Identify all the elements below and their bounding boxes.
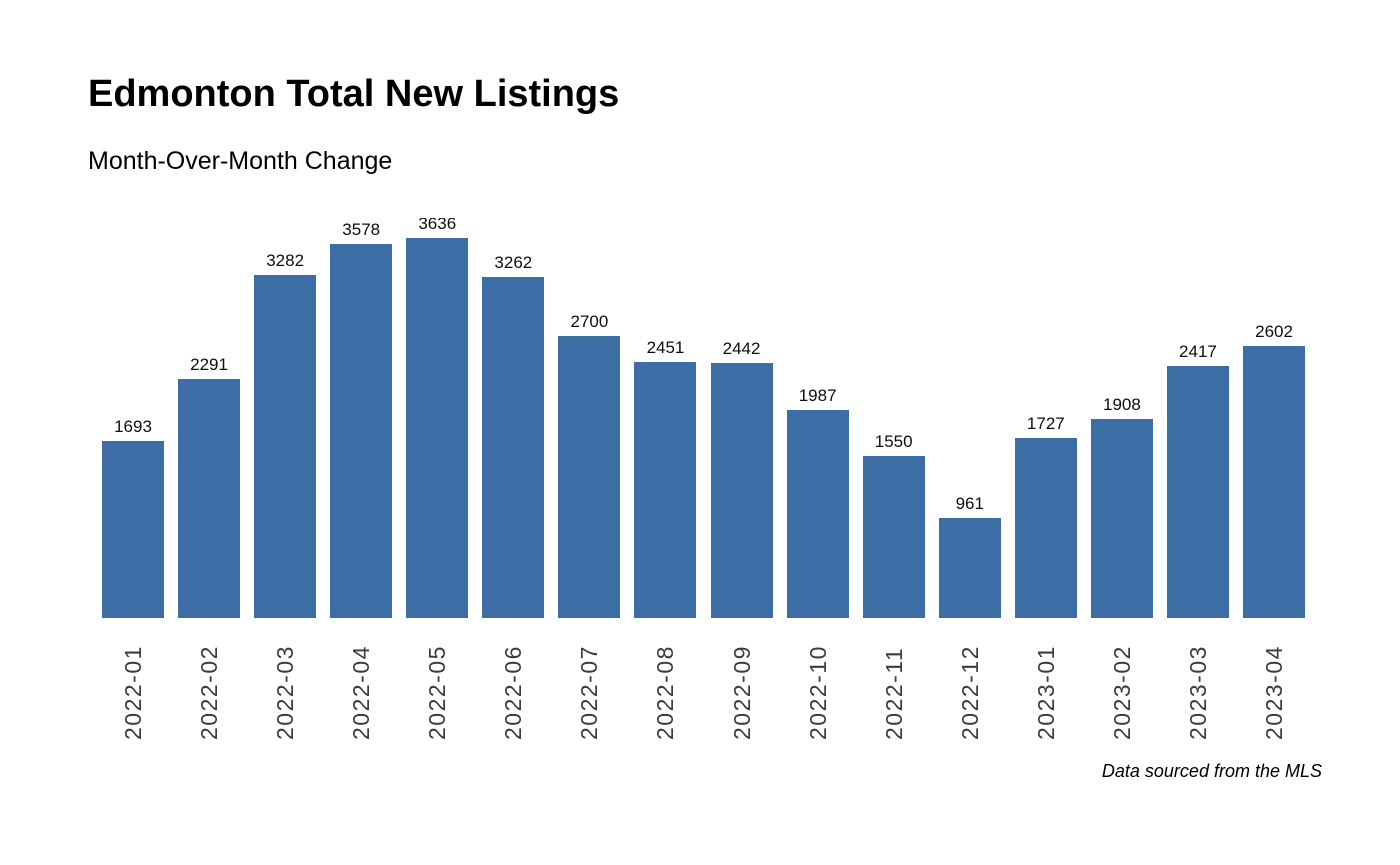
bar bbox=[1166, 366, 1229, 618]
bar bbox=[254, 275, 317, 618]
x-tick-label: 2022-10 bbox=[804, 645, 831, 740]
x-tick-label: 2023-02 bbox=[1108, 645, 1135, 740]
x-tick-label: 2022-07 bbox=[576, 645, 603, 740]
x-tick-label: 2022-06 bbox=[500, 645, 527, 740]
plot-area: 1693 2291 3282 3578 3636 3262 2700 2451 2442 1987… bbox=[90, 218, 1322, 618]
bar bbox=[558, 336, 621, 618]
bar-value-label: 3282 bbox=[266, 251, 305, 270]
bar-value-label: 3262 bbox=[494, 253, 533, 272]
bar bbox=[102, 441, 164, 618]
bar-value-label: 1693 bbox=[114, 417, 152, 436]
bar-value-label: 2451 bbox=[646, 338, 685, 357]
x-tick-label: 2022-02 bbox=[196, 645, 223, 740]
bar-value-label: 961 bbox=[955, 494, 984, 513]
bar-value-label: 2602 bbox=[1255, 322, 1293, 341]
bar bbox=[1014, 438, 1077, 618]
x-tick-label: 2022-09 bbox=[728, 645, 755, 740]
bar-value-label: 2417 bbox=[1179, 342, 1217, 361]
x-tick-label: 2023-01 bbox=[1032, 645, 1059, 740]
bar bbox=[862, 456, 925, 618]
bar bbox=[406, 238, 469, 618]
x-tick-label: 2023-04 bbox=[1261, 645, 1288, 740]
bar-value-label: 2442 bbox=[722, 339, 761, 358]
chart-subtitle: Month-Over-Month Change bbox=[88, 147, 393, 175]
x-tick-label: 2022-03 bbox=[272, 645, 299, 740]
bar-value-label: 3578 bbox=[342, 220, 381, 239]
bar bbox=[786, 410, 849, 618]
x-tick-label: 2022-11 bbox=[880, 646, 907, 740]
bar bbox=[1090, 419, 1153, 618]
data-source-note: Data sourced from the MLS bbox=[1101, 761, 1322, 781]
x-tick-label: 2022-12 bbox=[956, 645, 983, 740]
bar-value-label: 1987 bbox=[798, 386, 837, 405]
bar bbox=[1243, 346, 1306, 618]
bar bbox=[178, 379, 241, 618]
bar bbox=[330, 244, 393, 618]
bar bbox=[710, 363, 773, 618]
bar bbox=[482, 277, 545, 618]
bar-value-label: 1727 bbox=[1026, 414, 1065, 433]
x-tick-label: 2022-05 bbox=[424, 645, 451, 740]
chart-title: Edmonton Total New Listings bbox=[88, 73, 620, 115]
bar-value-label: 1908 bbox=[1102, 395, 1141, 414]
bar-value-label: 2700 bbox=[570, 312, 609, 331]
bar bbox=[634, 362, 697, 618]
x-tick-label: 2023-03 bbox=[1184, 645, 1211, 740]
x-tick-label: 2022-08 bbox=[652, 645, 679, 740]
bar-value-label: 3636 bbox=[418, 218, 457, 233]
bar-value-label: 2291 bbox=[190, 355, 228, 374]
bar bbox=[938, 518, 1001, 618]
x-tick-label: 2022-04 bbox=[348, 645, 375, 740]
bar-value-label: 1550 bbox=[874, 432, 913, 451]
x-tick-label: 2022-01 bbox=[120, 645, 146, 740]
